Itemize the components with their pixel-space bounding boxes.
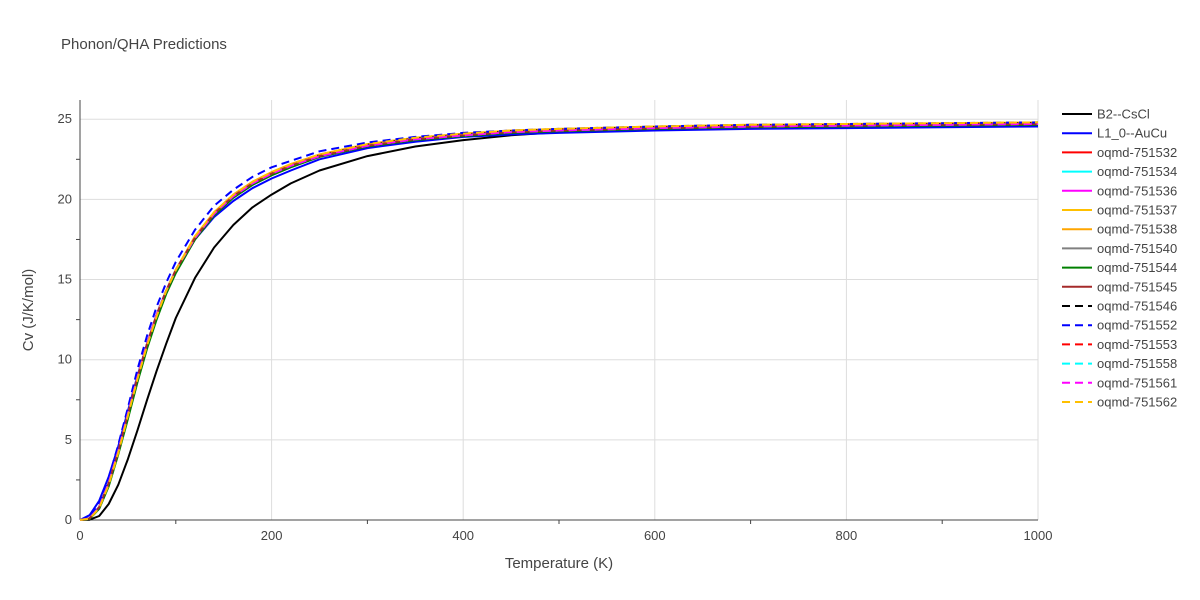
legend-item[interactable]: oqmd-751546 bbox=[1062, 299, 1177, 314]
series-line-oqmd-751562 bbox=[79, 121, 1039, 521]
x-tick-label: 400 bbox=[452, 528, 474, 543]
y-tick-label: 5 bbox=[65, 432, 72, 447]
legend-label: B2--CsCl bbox=[1097, 107, 1150, 122]
y-tick-label: 20 bbox=[58, 191, 72, 206]
legend-item[interactable]: oqmd-751537 bbox=[1062, 203, 1177, 218]
legend-label: oqmd-751538 bbox=[1097, 222, 1177, 237]
series-line-oqmd-751552 bbox=[79, 121, 1039, 521]
series-line-oqmd-751544 bbox=[79, 123, 1039, 521]
legend-item[interactable]: oqmd-751561 bbox=[1062, 375, 1177, 390]
x-tick-label: 0 bbox=[76, 528, 83, 543]
legend-label: oqmd-751540 bbox=[1097, 241, 1177, 256]
series-line-oqmd-751561 bbox=[79, 123, 1039, 521]
legend-label: oqmd-751552 bbox=[1097, 318, 1177, 333]
series-line-oqmd-751538 bbox=[79, 121, 1039, 521]
x-tick-labels: 0 200 400 600 800 1000 bbox=[76, 528, 1052, 543]
legend-label: oqmd-751544 bbox=[1097, 260, 1177, 275]
y-tick-labels: 0 5 10 15 20 25 bbox=[58, 111, 72, 527]
series-line-oqmd-751537 bbox=[79, 122, 1039, 521]
series-line-L1_0--AuCu bbox=[79, 125, 1039, 521]
legend-label: oqmd-751558 bbox=[1097, 356, 1177, 371]
legend-item[interactable]: oqmd-751552 bbox=[1062, 318, 1177, 333]
x-axis-title: Temperature (K) bbox=[505, 555, 613, 572]
y-tick-label: 15 bbox=[58, 272, 72, 287]
series-line-oqmd-751546 bbox=[79, 122, 1039, 521]
series-line-oqmd-751532 bbox=[79, 123, 1039, 521]
series-line-oqmd-751558 bbox=[79, 123, 1039, 521]
legend-label: oqmd-751562 bbox=[1097, 395, 1177, 410]
axes bbox=[76, 100, 1038, 524]
series-line-oqmd-751534 bbox=[79, 123, 1039, 521]
legend-item[interactable]: oqmd-751532 bbox=[1062, 145, 1177, 160]
legend-label: oqmd-751532 bbox=[1097, 145, 1177, 160]
series-line-oqmd-751553 bbox=[79, 123, 1039, 521]
legend-item[interactable]: oqmd-751562 bbox=[1062, 395, 1177, 410]
x-tick-label: 200 bbox=[261, 528, 283, 543]
series-line-oqmd-751545 bbox=[79, 123, 1039, 521]
x-tick-label: 1000 bbox=[1024, 528, 1053, 543]
x-tick-label: 800 bbox=[836, 528, 858, 543]
legend-item[interactable]: oqmd-751540 bbox=[1062, 241, 1177, 256]
legend-label: oqmd-751537 bbox=[1097, 203, 1177, 218]
legend-label: oqmd-751553 bbox=[1097, 337, 1177, 352]
series-line-oqmd-751540 bbox=[79, 123, 1039, 521]
legend-label: oqmd-751536 bbox=[1097, 183, 1177, 198]
y-axis-title: Cv (J/K/mol) bbox=[20, 269, 37, 352]
legend-item[interactable]: B2--CsCl bbox=[1062, 107, 1150, 122]
legend-item[interactable]: oqmd-751536 bbox=[1062, 183, 1177, 198]
legend-item[interactable]: oqmd-751534 bbox=[1062, 164, 1177, 179]
chart-title: Phonon/QHA Predictions bbox=[61, 36, 227, 53]
legend-label: oqmd-751546 bbox=[1097, 299, 1177, 314]
legend-label: oqmd-751545 bbox=[1097, 279, 1177, 294]
legend-item[interactable]: oqmd-751553 bbox=[1062, 337, 1177, 352]
legend-item[interactable]: oqmd-751544 bbox=[1062, 260, 1177, 275]
legend-label: oqmd-751561 bbox=[1097, 375, 1177, 390]
legend-item[interactable]: L1_0--AuCu bbox=[1062, 126, 1167, 141]
y-tick-label: 10 bbox=[58, 352, 72, 367]
plot-area bbox=[79, 121, 1039, 521]
legend-label: L1_0--AuCu bbox=[1097, 126, 1167, 141]
series-line-B2--CsCl bbox=[79, 123, 1039, 521]
legend-item[interactable]: oqmd-751545 bbox=[1062, 279, 1177, 294]
legend-item[interactable]: oqmd-751558 bbox=[1062, 356, 1177, 371]
x-tick-label: 600 bbox=[644, 528, 666, 543]
y-tick-label: 25 bbox=[58, 111, 72, 126]
series-line-oqmd-751536 bbox=[79, 123, 1039, 521]
y-tick-label: 0 bbox=[65, 512, 72, 527]
legend[interactable]: B2--CsCl L1_0--AuCu oqmd-751532 oqmd-751534… bbox=[1062, 107, 1177, 410]
grid-lines bbox=[80, 100, 1039, 520]
legend-item[interactable]: oqmd-751538 bbox=[1062, 222, 1177, 237]
legend-label: oqmd-751534 bbox=[1097, 164, 1177, 179]
